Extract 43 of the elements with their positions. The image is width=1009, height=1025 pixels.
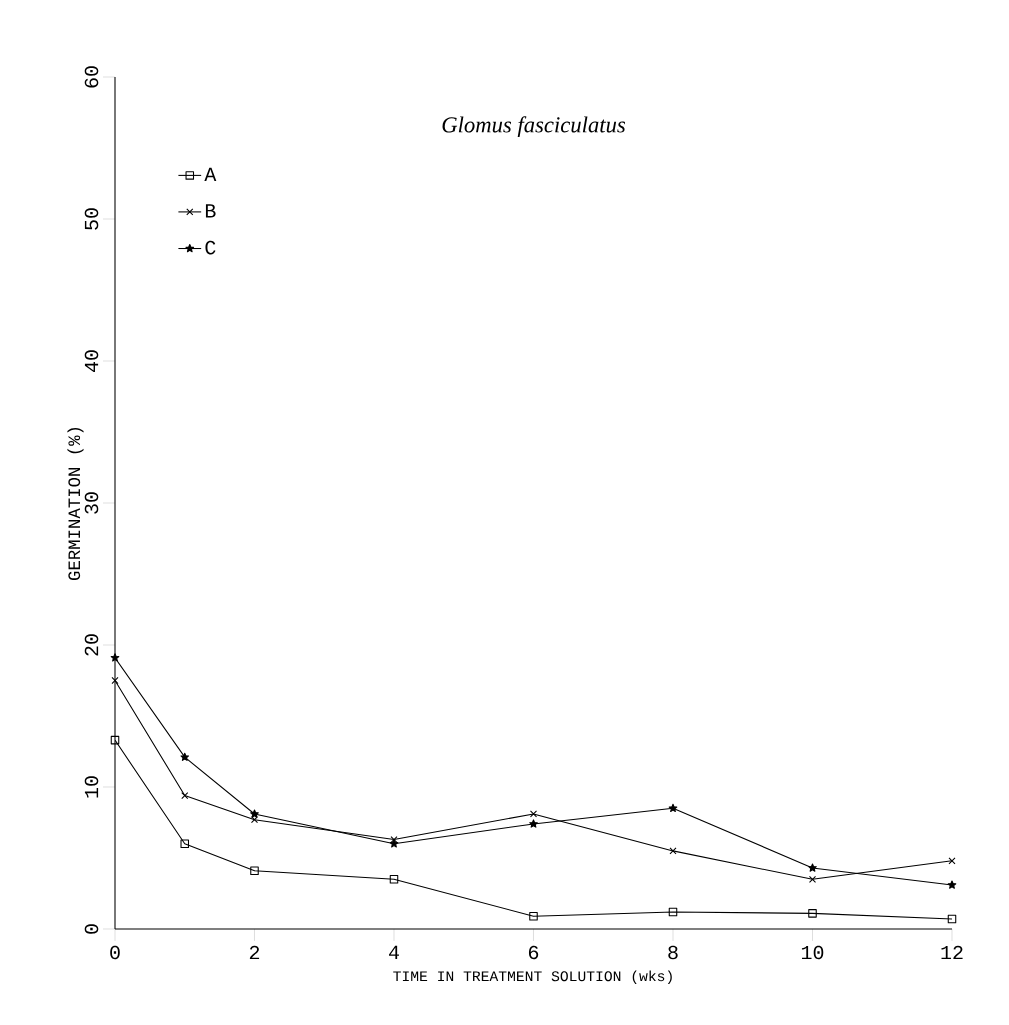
point (529, 819, 538, 828)
point (250, 809, 259, 818)
point (947, 914, 957, 924)
point (947, 880, 957, 889)
point (110, 735, 120, 745)
x-tick-label: 10 (801, 945, 824, 960)
point (250, 816, 259, 824)
y-tick-label: 0 (84, 924, 99, 934)
point (808, 875, 817, 883)
legend-label: A (204, 167, 217, 181)
x-tick-label: 6 (528, 945, 539, 960)
legend-label: C (205, 240, 216, 255)
x-tick-label: 12 (941, 945, 963, 960)
x-tick-label: 4 (389, 945, 399, 959)
x-tick-label: 8 (668, 945, 678, 960)
text: Glomus fasciculatus (442, 116, 626, 138)
point (389, 839, 399, 848)
y-tick-label: 50 (84, 208, 99, 230)
point (668, 907, 678, 917)
point (808, 863, 817, 872)
point (529, 810, 538, 818)
y-tick-label: 30 (84, 492, 99, 514)
point (250, 866, 259, 876)
point (180, 839, 190, 849)
point (181, 791, 189, 800)
point (110, 653, 120, 662)
point (808, 909, 817, 918)
point (668, 803, 678, 813)
point (180, 752, 190, 761)
point (948, 857, 956, 865)
point (389, 875, 399, 884)
y-tick-label: 10 (84, 776, 99, 798)
y-tick-label: 20 (84, 634, 99, 656)
y-axis-title: GERMINATION (%) (67, 427, 84, 581)
point (669, 847, 677, 855)
point (529, 911, 538, 921)
point (111, 676, 119, 685)
x-axis-title: TIME IN TREATMENT SOLUTION (wks) (393, 970, 672, 985)
x-tick-label: 0 (110, 945, 120, 960)
legend-label: B (205, 204, 216, 218)
y-tick-label: 40 (84, 350, 99, 372)
y-tick-label: 60 (84, 66, 99, 88)
x-tick-label: 2 (249, 945, 260, 960)
